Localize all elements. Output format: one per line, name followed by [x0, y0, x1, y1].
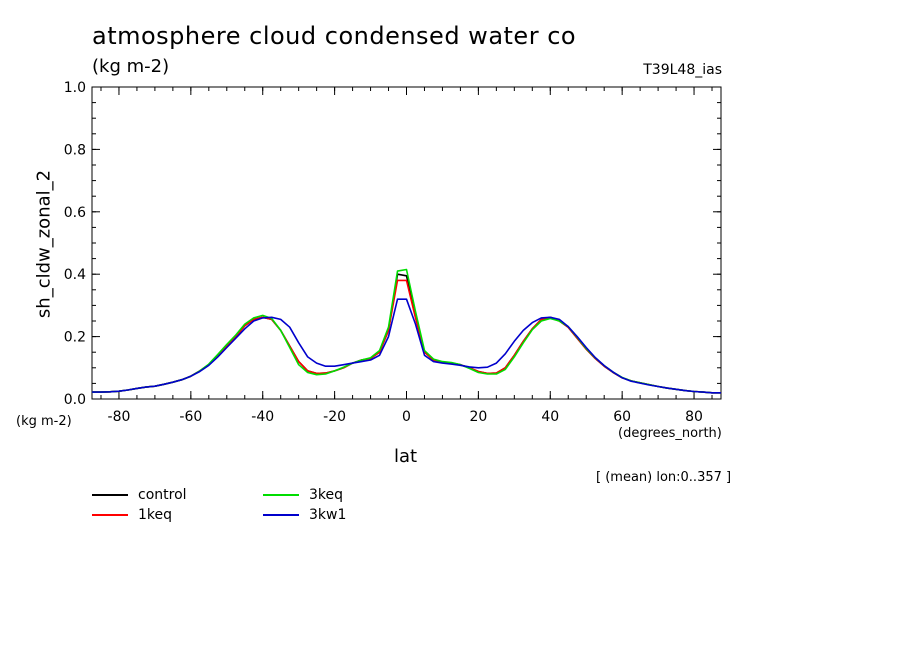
- chart-title: atmosphere cloud condensed water co: [92, 22, 577, 50]
- legend-label-3kw1: 3kw1: [309, 507, 347, 523]
- legend-swatch-control: [92, 494, 128, 496]
- legend-swatch-3keq: [263, 494, 299, 496]
- legend-swatch-1keq: [92, 514, 128, 516]
- y-tick-label: 0.2: [64, 330, 86, 346]
- y-tick-label: 1.0: [64, 80, 86, 96]
- y-tick-label: 0.8: [64, 142, 86, 158]
- legend-label-1keq: 1keq: [138, 507, 173, 523]
- plot-frame: [91, 86, 722, 400]
- model-label: T39L48_ias: [643, 62, 722, 78]
- legend-item-control: control: [92, 487, 187, 503]
- legend-swatch-3kw1: [263, 514, 299, 516]
- y-tick-label: 0.4: [64, 267, 86, 283]
- x-tick-label: 60: [613, 409, 631, 425]
- x-tick-label: 20: [469, 409, 487, 425]
- x-tick-label: -60: [179, 409, 202, 425]
- x-tick-label: 0: [402, 409, 411, 425]
- series-line-1keq: [92, 279, 721, 394]
- series-line-control: [92, 273, 721, 394]
- y-tick-label: 0.6: [64, 205, 86, 221]
- y-tick-label: 0.0: [64, 392, 86, 408]
- x-tick-label: -80: [108, 409, 131, 425]
- legend-item-1keq: 1keq: [92, 507, 172, 523]
- x-tick-label: 40: [541, 409, 559, 425]
- averaging-note: [ (mean) lon:0..357 ]: [596, 470, 732, 485]
- series-line-3kw1: [92, 298, 721, 394]
- y-axis-units: (kg m-2): [16, 414, 72, 429]
- series-line-3keq: [92, 268, 721, 394]
- legend-item-3kw1: 3kw1: [263, 507, 346, 523]
- x-axis-label: lat: [394, 446, 418, 467]
- legend-label-control: control: [138, 487, 187, 503]
- y-axis-label: sh_cldw_zonal_2: [33, 169, 55, 319]
- legend-label-3keq: 3keq: [309, 487, 344, 503]
- x-tick-label: 80: [685, 409, 703, 425]
- x-axis-units: (degrees_north): [618, 426, 722, 441]
- legend-item-3keq: 3keq: [263, 487, 343, 503]
- chart-subtitle: (kg m-2): [92, 56, 170, 77]
- x-tick-label: -20: [323, 409, 346, 425]
- x-tick-label: -40: [251, 409, 274, 425]
